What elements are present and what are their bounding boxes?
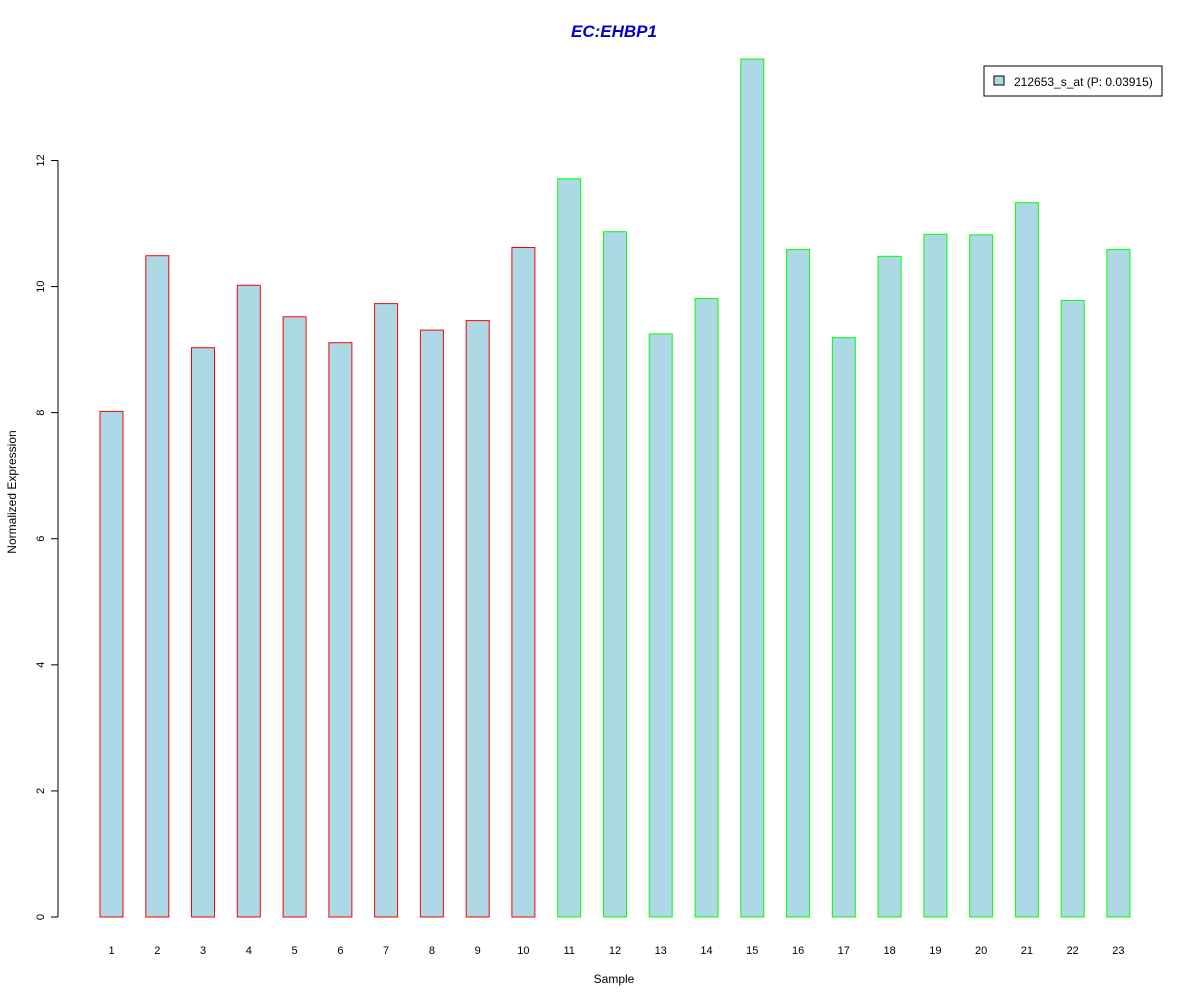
bar-sample-9 <box>465 320 490 918</box>
x-tick-label: 2 <box>154 945 160 957</box>
legend-swatch <box>993 75 1005 86</box>
bar-sample-4 <box>236 284 261 918</box>
x-tick-label: 7 <box>383 945 389 957</box>
y-tick-label: 2 <box>35 788 47 794</box>
x-tick-label: 16 <box>792 945 804 957</box>
bar-sample-6 <box>328 342 353 918</box>
x-tick-label: 6 <box>337 945 343 957</box>
bar-sample-3 <box>191 347 215 918</box>
bar-sample-15 <box>740 58 765 918</box>
chart-title: EC:EHBP1 <box>571 22 657 41</box>
bar-sample-19 <box>923 233 948 918</box>
legend-box <box>983 65 1163 97</box>
x-tick-label: 12 <box>609 945 621 957</box>
x-tick-label: 4 <box>246 945 252 957</box>
bar-sample-8 <box>419 329 444 918</box>
x-tick-label: 1 <box>108 945 114 957</box>
bar-sample-17 <box>831 337 856 918</box>
x-tick-label: 10 <box>517 945 529 957</box>
x-tick-label: 20 <box>975 945 987 957</box>
x-tick-label: 15 <box>746 945 758 957</box>
x-tick-label: 9 <box>475 945 481 957</box>
x-axis-label: Sample <box>594 972 635 986</box>
bar-sample-21 <box>1014 202 1039 918</box>
x-tick-label: 18 <box>883 945 895 957</box>
bar-sample-16 <box>786 248 811 918</box>
x-tick-label: 11 <box>563 945 574 957</box>
bar-sample-18 <box>877 255 902 918</box>
y-tick-label: 4 <box>35 662 47 668</box>
bar-sample-22 <box>1060 300 1085 918</box>
x-tick-label: 21 <box>1021 945 1033 957</box>
x-tick-label: 17 <box>838 945 850 957</box>
bar-sample-2 <box>145 255 170 918</box>
bar-sample-10 <box>511 247 536 918</box>
bars <box>99 58 1131 918</box>
x-tick-label: 3 <box>200 945 206 957</box>
x-tick-label: 14 <box>700 945 712 957</box>
legend-entry: 212653_s_at (P: 0.03915) <box>1014 75 1153 89</box>
bar-sample-1 <box>99 410 124 918</box>
x-axis-ticks: 1 2 3 4 5 6 7 8 9 10 11 12 13 14 15 16 17 18 19 20 21 22 23 <box>108 945 1124 957</box>
bar-sample-12 <box>603 231 627 918</box>
x-tick-label: 8 <box>429 945 435 957</box>
y-tick-label: 0 <box>35 914 47 920</box>
x-tick-label: 13 <box>655 945 667 957</box>
bar-sample-20 <box>969 234 994 918</box>
bar-sample-13 <box>648 333 673 918</box>
legend: 212653_s_at (P: 0.03915) <box>983 65 1163 97</box>
bar-sample-23 <box>1106 248 1131 918</box>
bar-sample-5 <box>282 316 307 918</box>
x-tick-label: 19 <box>929 945 941 957</box>
y-axis-label: Normalized Expression <box>5 430 19 553</box>
y-tick-label: 6 <box>35 536 47 542</box>
y-tick-label: 12 <box>35 154 47 166</box>
y-axis: 0 2 4 6 8 10 12 <box>35 154 59 920</box>
y-tick-label: 10 <box>35 280 47 292</box>
bar-sample-11 <box>557 178 582 918</box>
x-tick-label: 23 <box>1112 945 1124 957</box>
x-tick-label: 22 <box>1067 945 1079 957</box>
y-tick-label: 8 <box>35 410 47 416</box>
bar-sample-7 <box>374 303 399 918</box>
x-tick-label: 5 <box>292 945 298 957</box>
bar-sample-14 <box>694 298 719 918</box>
